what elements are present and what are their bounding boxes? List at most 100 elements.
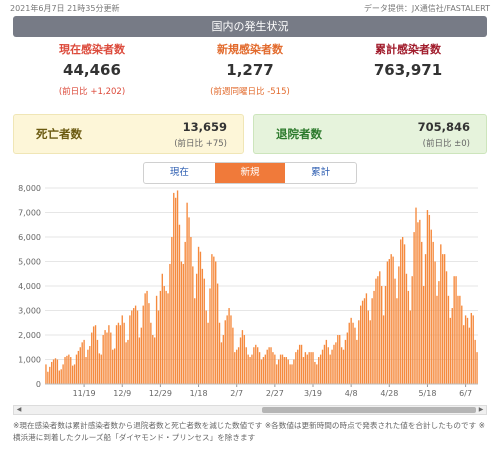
stat-new-diff: (前週同曜日比 -515) xyxy=(210,87,290,97)
bar xyxy=(297,349,299,384)
bar xyxy=(257,347,259,384)
deaths-label: 死亡者数 xyxy=(36,127,82,141)
bar xyxy=(253,347,255,384)
bar xyxy=(195,273,198,384)
bar xyxy=(365,293,368,384)
bar xyxy=(182,263,184,384)
scroll-thumb[interactable] xyxy=(262,407,476,413)
bar xyxy=(184,241,186,384)
bar xyxy=(171,237,173,384)
bar xyxy=(464,315,467,384)
recovered-value: 705,846 xyxy=(417,120,470,134)
x-tick-label: 6/7 xyxy=(459,389,472,398)
bar xyxy=(134,305,137,384)
recovered-diff: (前日比 ±0) xyxy=(422,139,470,149)
bar xyxy=(239,337,242,384)
tab-new[interactable]: 新規 xyxy=(214,163,286,183)
bar xyxy=(352,322,354,384)
bar xyxy=(234,352,236,384)
bar xyxy=(384,286,387,384)
bar xyxy=(346,332,349,384)
tab-current[interactable]: 現在 xyxy=(169,167,189,178)
section-header: 国内の発生状況 xyxy=(13,16,487,37)
bar xyxy=(47,371,49,384)
bar xyxy=(451,308,453,384)
bar xyxy=(176,190,179,384)
bar xyxy=(152,335,154,384)
bar xyxy=(306,354,308,384)
bar xyxy=(146,290,148,384)
bar xyxy=(367,310,369,384)
bar xyxy=(251,354,253,384)
bar xyxy=(337,335,339,384)
bar xyxy=(155,295,158,384)
bar xyxy=(459,295,461,384)
bar xyxy=(119,325,122,384)
bar xyxy=(319,354,322,384)
bar xyxy=(445,271,448,384)
bar xyxy=(255,344,257,384)
bar xyxy=(335,342,337,384)
tab-cumulative[interactable]: 累計 xyxy=(311,167,331,178)
bar xyxy=(104,330,106,384)
bar xyxy=(66,355,68,384)
bar xyxy=(398,266,400,384)
bar xyxy=(400,239,402,384)
y-tick-label: 7,000 xyxy=(18,209,41,218)
bar xyxy=(333,344,335,384)
bar xyxy=(358,320,360,384)
bar xyxy=(424,254,427,384)
bar xyxy=(373,290,375,384)
scroll-right-icon[interactable]: ▶ xyxy=(478,406,484,413)
bar xyxy=(96,339,99,384)
bar xyxy=(329,354,331,384)
bar xyxy=(123,322,125,384)
bar xyxy=(237,347,240,384)
bar xyxy=(394,278,396,384)
recovered-label: 退院者数 xyxy=(276,127,322,141)
updated-timestamp: 2021年6月7日 21時35分更新 xyxy=(10,4,120,13)
bar xyxy=(472,315,474,384)
x-tick-label: 12/29 xyxy=(149,389,172,398)
bar xyxy=(327,347,329,384)
bar xyxy=(249,357,251,384)
bar xyxy=(230,315,232,384)
bar xyxy=(224,320,226,384)
y-tick-label: 1,000 xyxy=(18,356,41,365)
bar xyxy=(262,357,265,384)
bar xyxy=(70,357,72,384)
bar xyxy=(339,335,341,384)
bar xyxy=(142,305,144,384)
bar xyxy=(369,320,371,384)
bar xyxy=(260,359,263,384)
bar xyxy=(442,254,444,384)
bar xyxy=(302,357,305,384)
bar xyxy=(436,295,438,384)
x-tick-label: 11/19 xyxy=(73,389,96,398)
stat-current: 現在感染者数 44,466 (前日比 +1,202) xyxy=(13,43,171,98)
y-tick-label: 4,000 xyxy=(18,282,41,291)
bar xyxy=(300,344,303,384)
bar xyxy=(125,342,127,384)
bar xyxy=(169,263,171,384)
y-tick-label: 6,000 xyxy=(18,233,41,242)
bar xyxy=(190,237,192,384)
bar xyxy=(461,305,463,384)
scroll-left-icon[interactable]: ◀ xyxy=(16,406,22,413)
bar xyxy=(81,342,83,384)
bar xyxy=(138,337,141,384)
bar xyxy=(360,305,362,384)
bar xyxy=(113,348,116,384)
bar xyxy=(92,326,95,384)
y-tick-label: 8,000 xyxy=(18,184,41,193)
bar xyxy=(325,339,328,384)
bar xyxy=(241,330,244,384)
bar xyxy=(127,339,129,384)
bar xyxy=(407,290,410,384)
bar xyxy=(401,237,404,384)
bar xyxy=(77,350,80,384)
bar xyxy=(356,339,358,384)
bar xyxy=(411,276,413,384)
chart-scrollbar[interactable]: ◀ ▶ xyxy=(13,405,487,415)
bar xyxy=(318,357,320,384)
